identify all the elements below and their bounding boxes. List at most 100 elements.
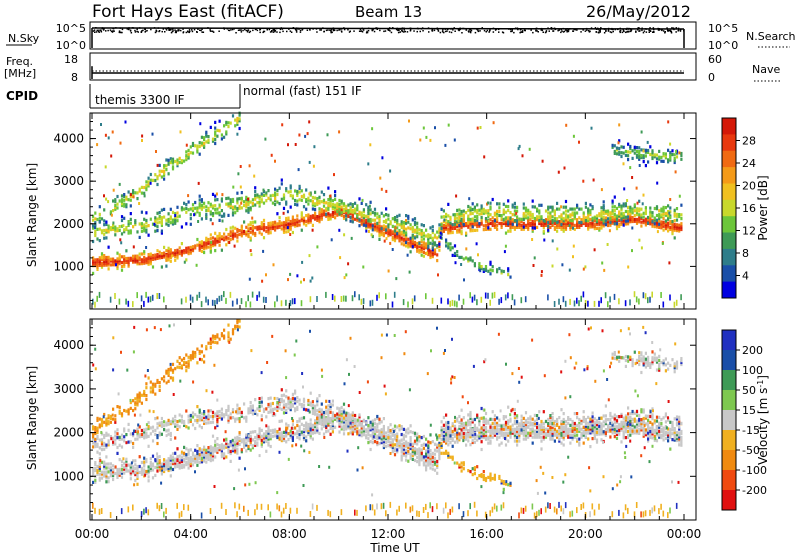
heatmap-cell <box>302 205 306 209</box>
heatmap-cell <box>223 135 226 139</box>
heatmap-cell <box>100 252 104 256</box>
heatmap-cell <box>582 216 585 220</box>
heatmap-cell <box>251 216 254 220</box>
heatmap-cell <box>214 198 217 202</box>
heatmap-cell <box>156 455 159 459</box>
heatmap-cell <box>187 458 190 462</box>
heatmap-cell <box>174 214 177 218</box>
heatmap-cell <box>349 425 352 429</box>
heatmap-cell <box>629 166 632 170</box>
heatmap-cell <box>203 421 206 425</box>
heatmap-cell <box>460 230 463 234</box>
heatmap-cell <box>287 143 289 147</box>
heatmap-cell <box>529 223 532 227</box>
heatmap-cell <box>149 217 152 221</box>
heatmap-cell <box>125 195 128 199</box>
noise-sample <box>662 30 665 32</box>
heatmap-cell <box>147 427 150 431</box>
heatmap-cell <box>169 437 172 441</box>
heatmap-cell <box>129 471 132 475</box>
heatmap-cell <box>631 226 634 230</box>
heatmap-cell <box>167 248 170 252</box>
heatmap-cell <box>336 406 339 410</box>
heatmap-cell <box>194 200 197 205</box>
heatmap-cell <box>183 463 186 467</box>
heatmap-cell <box>198 211 201 215</box>
heatmap-cell <box>460 224 463 228</box>
heatmap-cell <box>325 430 328 434</box>
noise-sample <box>521 31 524 33</box>
heatmap-cell <box>120 215 124 219</box>
heatmap-cell <box>132 441 135 446</box>
heatmap-cell <box>116 428 119 432</box>
heatmap-cell <box>447 214 450 218</box>
heatmap-cell <box>560 217 563 221</box>
heatmap-cell <box>582 213 585 217</box>
heatmap-cell <box>298 190 301 194</box>
heatmap-cell <box>618 298 620 305</box>
heatmap-cell <box>229 449 232 454</box>
heatmap-cell <box>216 442 219 447</box>
heatmap-cell <box>147 180 150 184</box>
heatmap-cell <box>507 199 510 203</box>
heatmap-cell <box>236 120 239 124</box>
heatmap-cell <box>480 212 483 216</box>
heatmap-cell <box>522 227 525 231</box>
heatmap-cell <box>132 195 135 199</box>
heatmap-cell <box>571 213 574 217</box>
heatmap-cell <box>527 227 530 231</box>
heatmap-cell <box>176 459 179 463</box>
colorbar-tick-label: 16 <box>742 202 756 215</box>
heatmap-cell <box>276 503 278 510</box>
heatmap-cell <box>223 124 226 128</box>
heatmap-cell <box>189 294 192 301</box>
heatmap-cell <box>314 217 317 221</box>
heatmap-cell <box>129 231 132 235</box>
heatmap-cell <box>589 217 592 221</box>
heatmap-cell <box>465 223 468 228</box>
heatmap-cell <box>194 426 197 431</box>
heatmap-cell <box>203 459 206 463</box>
noise-sample <box>146 29 148 32</box>
heatmap-cell <box>200 198 203 202</box>
heatmap-cell <box>463 278 465 282</box>
heatmap-cell <box>562 227 565 231</box>
heatmap-cell <box>107 480 110 484</box>
heatmap-cell <box>660 207 663 211</box>
heatmap-cell <box>195 263 198 267</box>
heatmap-cell <box>185 361 188 365</box>
heatmap-cell <box>160 466 163 470</box>
heatmap-cell <box>660 215 663 219</box>
heatmap-cell <box>638 218 641 222</box>
heatmap-cell <box>98 476 101 480</box>
heatmap-cell <box>593 225 596 229</box>
heatmap-cell <box>123 429 126 433</box>
heatmap-cell <box>540 221 543 226</box>
heatmap-cell <box>291 423 294 427</box>
heatmap-cell <box>351 432 354 436</box>
heatmap-cell <box>260 194 263 198</box>
heatmap-cell <box>622 202 625 206</box>
heatmap-cell <box>169 250 172 254</box>
heatmap-cell <box>231 199 235 203</box>
noise-sample <box>532 31 534 34</box>
heatmap-cell <box>622 215 625 219</box>
heatmap-cell <box>460 226 463 230</box>
heatmap-cell <box>236 235 239 239</box>
heatmap-cell <box>558 215 561 219</box>
heatmap-cell <box>373 228 377 232</box>
heatmap-cell <box>140 460 143 465</box>
heatmap-cell <box>209 342 212 346</box>
heatmap-cell <box>180 510 183 517</box>
heatmap-cell <box>307 221 310 225</box>
heatmap-cell <box>653 153 656 157</box>
heatmap-cell <box>143 257 146 261</box>
heatmap-cell <box>160 468 163 472</box>
heatmap-cell <box>109 512 112 518</box>
heatmap-cell <box>311 409 314 414</box>
heatmap-cell <box>580 220 583 225</box>
heatmap-cell <box>362 223 365 227</box>
heatmap-cell <box>231 211 235 215</box>
heatmap-cell <box>629 150 632 154</box>
heatmap-cell <box>140 185 143 189</box>
